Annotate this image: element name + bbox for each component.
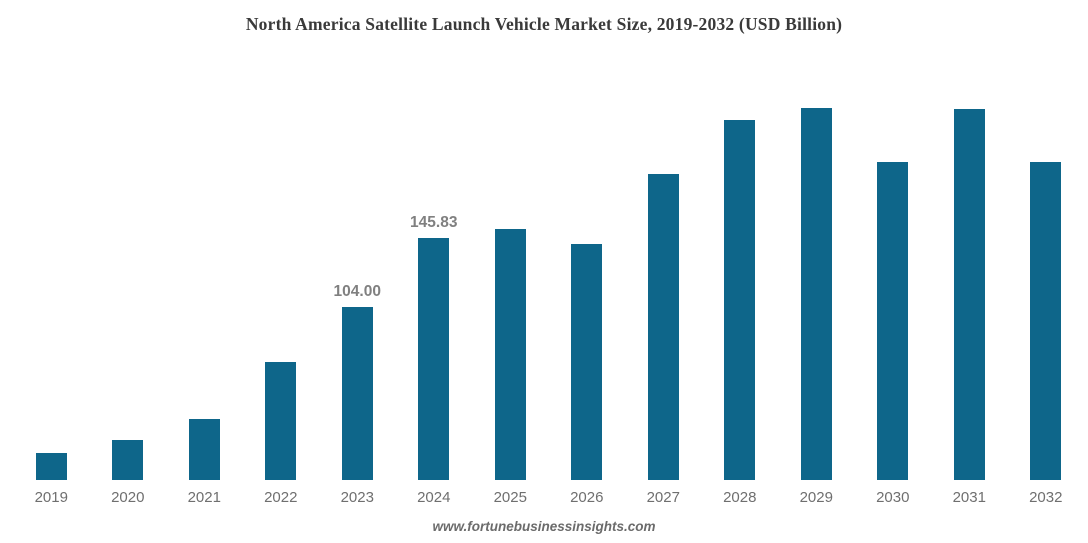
bar-area xyxy=(188,60,220,480)
bar-area xyxy=(647,60,679,480)
bar-value-label: 104.00 xyxy=(333,283,381,301)
plot-area: 2019 2020 2021 2022 104.00 2023 145.83 xyxy=(13,60,1084,506)
bar-area xyxy=(800,60,832,480)
bar-area xyxy=(724,60,756,480)
bar-2022 xyxy=(265,362,297,480)
x-axis-label-2021: 2021 xyxy=(187,489,221,506)
x-axis-label-2032: 2032 xyxy=(1029,489,1063,506)
bar-column: 2029 xyxy=(778,60,855,506)
bar-2032 xyxy=(1030,162,1062,480)
x-axis-label-2028: 2028 xyxy=(723,489,757,506)
watermark: www.fortunebusinessinsights.com xyxy=(432,519,656,534)
bar-2025 xyxy=(494,229,526,480)
x-axis-label-2025: 2025 xyxy=(493,489,527,506)
x-axis-label-2026: 2026 xyxy=(570,489,604,506)
bar-column: 104.00 2023 xyxy=(319,60,396,506)
x-axis-label-2024: 2024 xyxy=(417,489,451,506)
bar-area xyxy=(877,60,909,480)
bar-column: 2026 xyxy=(549,60,626,506)
x-axis-label-2022: 2022 xyxy=(264,489,298,506)
bar-column: 2022 xyxy=(243,60,320,506)
bar-2024 xyxy=(418,237,450,480)
bar-2023 xyxy=(341,307,373,480)
bar-2031 xyxy=(953,109,985,480)
x-axis-label-2019: 2019 xyxy=(34,489,68,506)
bar-column: 2030 xyxy=(855,60,932,506)
bar-area xyxy=(1030,60,1062,480)
bar-column: 2032 xyxy=(1008,60,1085,506)
bar-column: 2025 xyxy=(472,60,549,506)
bar-area xyxy=(35,60,67,480)
bar-area: 104.00 xyxy=(334,60,381,480)
x-axis-label-2030: 2030 xyxy=(876,489,910,506)
bar-area: 145.83 xyxy=(410,60,457,480)
bar-column: 145.83 2024 xyxy=(396,60,473,506)
bar-area xyxy=(265,60,297,480)
bar-area xyxy=(494,60,526,480)
bar-area xyxy=(571,60,603,480)
x-axis-label-2029: 2029 xyxy=(799,489,833,506)
bar-2030 xyxy=(877,162,909,480)
x-axis-label-2020: 2020 xyxy=(111,489,145,506)
bar-column: 2021 xyxy=(166,60,243,506)
bar-2026 xyxy=(571,244,603,480)
x-axis-label-2023: 2023 xyxy=(340,489,374,506)
bar-column: 2028 xyxy=(702,60,779,506)
bar-column: 2031 xyxy=(931,60,1008,506)
bar-2021 xyxy=(188,419,220,480)
x-axis-label-2031: 2031 xyxy=(952,489,986,506)
bar-2019 xyxy=(35,452,67,480)
bar-2028 xyxy=(724,120,756,480)
bar-area xyxy=(112,60,144,480)
bar-area xyxy=(953,60,985,480)
bar-2027 xyxy=(647,174,679,480)
bar-value-label: 145.83 xyxy=(410,213,458,231)
bar-column: 2020 xyxy=(90,60,167,506)
bar-column: 2019 xyxy=(13,60,90,506)
chart-title: North America Satellite Launch Vehicle M… xyxy=(245,14,843,34)
bar-column: 2027 xyxy=(625,60,702,506)
bar-2020 xyxy=(112,440,144,480)
x-axis-label-2027: 2027 xyxy=(646,489,680,506)
bar-2029 xyxy=(800,108,832,480)
